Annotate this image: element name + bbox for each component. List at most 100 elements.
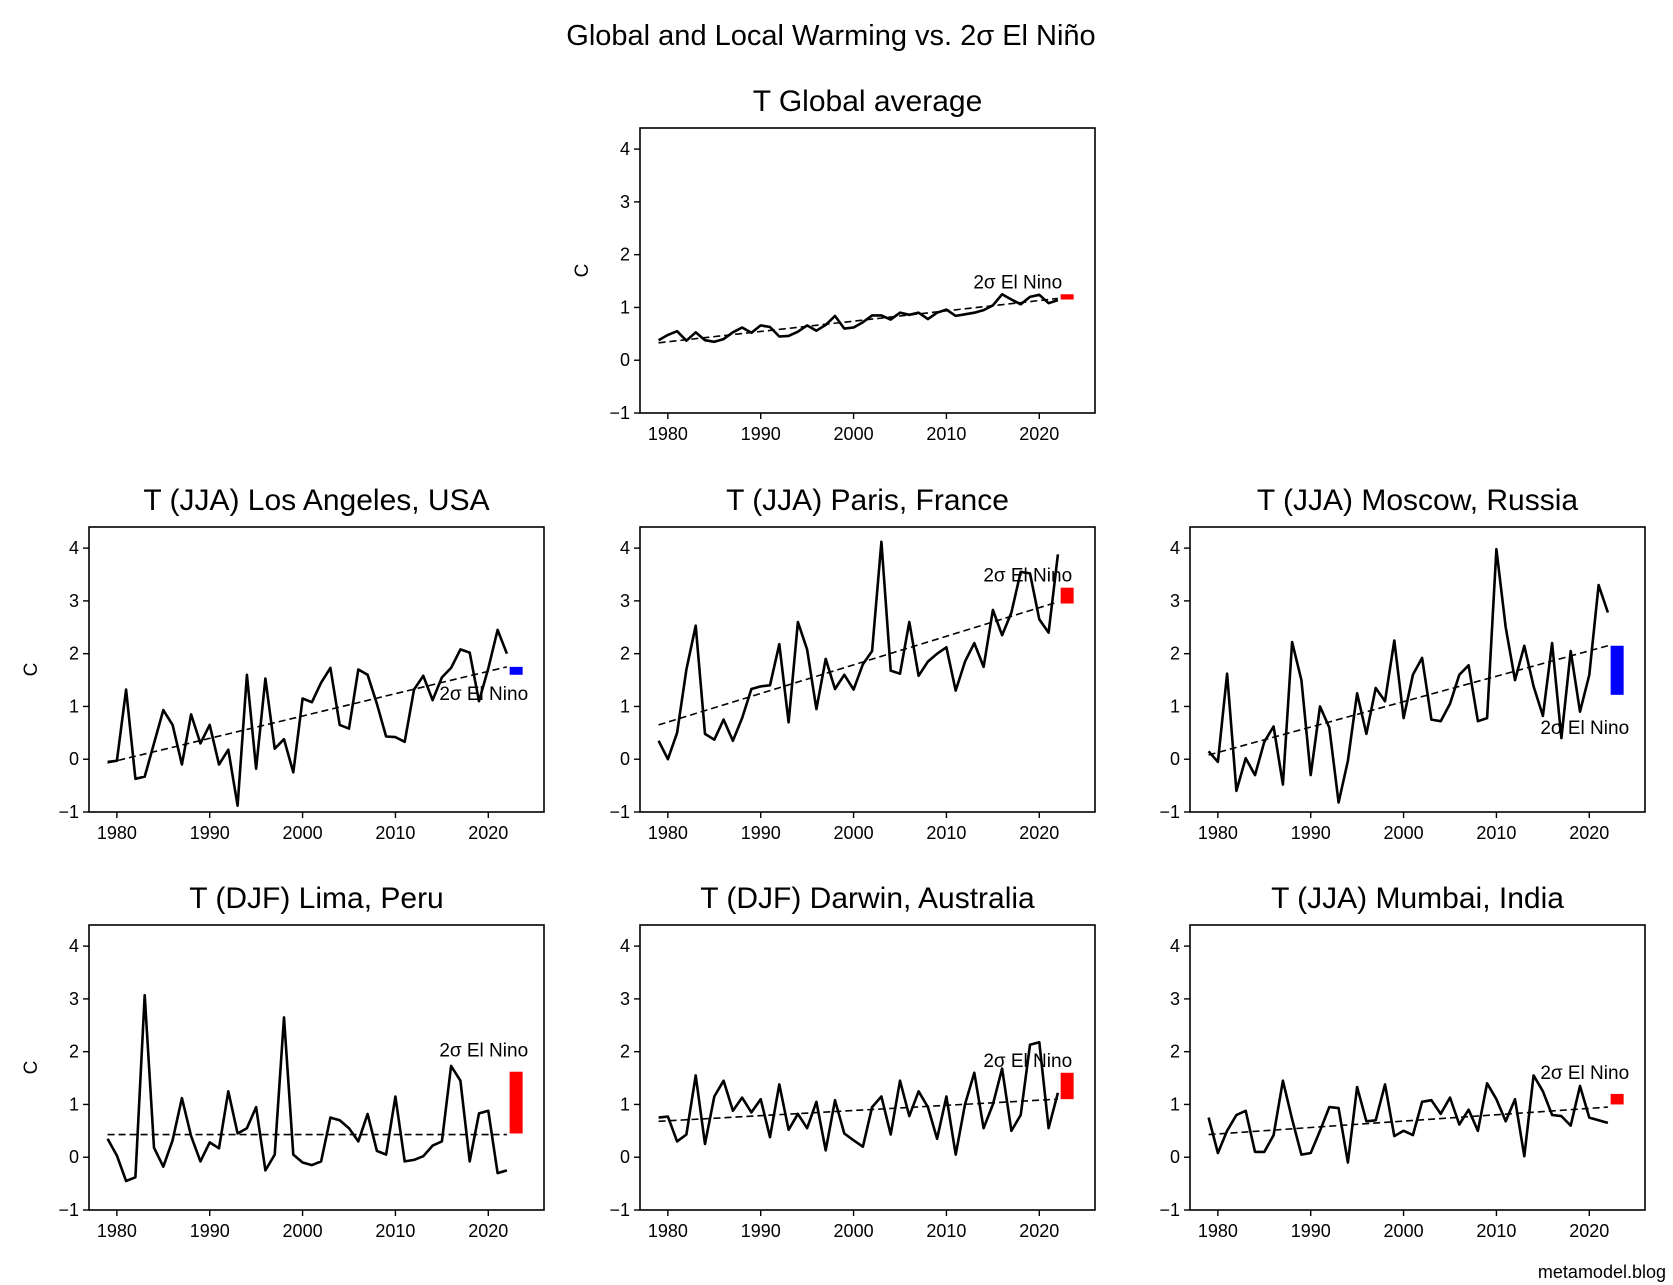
x-tick-label: 1990 <box>741 1221 781 1241</box>
x-tick-label: 1980 <box>97 823 137 843</box>
el-nino-bar <box>509 666 523 675</box>
x-tick-label: 2020 <box>1569 823 1609 843</box>
series-line <box>107 628 509 808</box>
y-tick-label: 4 <box>620 538 630 558</box>
y-tick-label: 4 <box>1170 538 1180 558</box>
x-tick-label: 2010 <box>926 823 966 843</box>
panel-title: T (DJF) Darwin, Australia <box>700 882 1035 915</box>
series-line <box>657 292 1059 344</box>
y-tick-label: 2 <box>620 1042 630 1062</box>
y-axis-label: C <box>21 1061 42 1075</box>
panel-6: T (DJF) Darwin, Australia −1 0 1 2 3 4 1980 1990… <box>609 882 1096 1241</box>
x-tick-label: 2000 <box>834 424 874 444</box>
x-tick-label: 2000 <box>1384 1221 1424 1241</box>
x-tick-label: 2010 <box>375 1221 415 1241</box>
y-tick-label: 1 <box>620 297 630 317</box>
x-tick-label: 2010 <box>1476 1221 1516 1241</box>
x-tick-label: 1980 <box>97 1221 137 1241</box>
x-tick-label: 2020 <box>468 1221 508 1241</box>
x-tick-label: 1980 <box>648 424 688 444</box>
x-tick-label: 1980 <box>648 823 688 843</box>
y-tick-label: 0 <box>620 1147 630 1167</box>
series-line <box>106 993 508 1183</box>
el-nino-annotation: 2σ El Nino <box>439 1041 528 1062</box>
y-tick-label: 2 <box>620 245 630 265</box>
y-tick-label: 1 <box>620 1094 630 1114</box>
y-tick-label: 1 <box>1170 1094 1180 1114</box>
x-tick-label: 2010 <box>926 1221 966 1241</box>
figure-suptitle: Global and Local Warming vs. 2σ El Niño <box>566 20 1095 52</box>
y-tick-label: −1 <box>1159 1200 1180 1220</box>
panel-title: T (JJA) Moscow, Russia <box>1257 484 1578 517</box>
x-tick-label: 2000 <box>283 823 323 843</box>
y-axis-label: C <box>572 264 593 278</box>
y-tick-label: 2 <box>1170 644 1180 664</box>
x-tick-label: 1990 <box>741 424 781 444</box>
panel-4: T (JJA) Moscow, Russia −1 0 1 2 3 4 1980 1990 200… <box>1159 484 1646 843</box>
y-tick-label: 2 <box>1170 1042 1180 1062</box>
y-tick-label: 0 <box>69 749 79 769</box>
x-tick-label: 1990 <box>741 823 781 843</box>
el-nino-annotation: 2σ El Nino <box>1540 718 1629 739</box>
y-tick-label: 2 <box>69 1042 79 1062</box>
trend-line <box>107 666 508 764</box>
el-nino-annotation: 2σ El Nino <box>1540 1063 1629 1084</box>
axes-frame <box>1189 526 1646 813</box>
x-tick-label: 2020 <box>1019 424 1059 444</box>
y-axis-label: C <box>21 663 42 677</box>
x-tick-label: 1990 <box>1291 823 1331 843</box>
x-tick-label: 2020 <box>1019 1221 1059 1241</box>
y-tick-label: −1 <box>609 802 630 822</box>
x-tick-label: 1980 <box>1198 823 1238 843</box>
panel-2: T (JJA) Los Angeles, USA C −1 0 1 2 3 4 1980 1990… <box>21 484 545 843</box>
x-tick-label: 2010 <box>1476 823 1516 843</box>
x-tick-label: 2020 <box>468 823 508 843</box>
x-tick-label: 1990 <box>190 823 230 843</box>
y-tick-label: −1 <box>58 1200 79 1220</box>
y-tick-label: −1 <box>1159 802 1180 822</box>
panel-3: T (JJA) Paris, France −1 0 1 2 3 4 1980 1990 2000… <box>609 484 1096 843</box>
y-tick-label: 1 <box>1170 696 1180 716</box>
el-nino-bar <box>1060 587 1074 604</box>
panel-1: T Global average C −1 0 1 2 3 4 1980 1990 2000 2010… <box>572 85 1096 444</box>
el-nino-bar <box>1610 645 1624 695</box>
el-nino-bar <box>1060 1072 1074 1100</box>
panel-title: T (JJA) Paris, France <box>726 484 1009 517</box>
axes-frame <box>639 526 1096 813</box>
series-line <box>657 540 1060 761</box>
axes-frame <box>88 526 545 813</box>
y-tick-label: 0 <box>620 350 630 370</box>
y-tick-label: 4 <box>69 936 79 956</box>
el-nino-annotation: 2σ El Nino <box>973 272 1062 293</box>
axes-frame <box>639 127 1096 414</box>
x-tick-label: 2000 <box>834 823 874 843</box>
series-line <box>1207 547 1610 804</box>
y-tick-label: 3 <box>69 989 79 1009</box>
y-tick-label: 2 <box>69 644 79 664</box>
el-nino-annotation: 2σ El Nino <box>983 1051 1072 1072</box>
x-tick-label: 2000 <box>283 1221 323 1241</box>
y-tick-label: 3 <box>69 591 79 611</box>
el-nino-annotation: 2σ El Nino <box>983 566 1072 587</box>
y-tick-label: 4 <box>620 139 630 159</box>
axes-frame <box>639 924 1096 1211</box>
panel-title: T Global average <box>753 85 983 118</box>
x-tick-label: 1990 <box>190 1221 230 1241</box>
y-tick-label: 1 <box>69 696 79 716</box>
x-tick-label: 1990 <box>1291 1221 1331 1241</box>
y-tick-label: −1 <box>609 403 630 423</box>
y-tick-label: 3 <box>620 591 630 611</box>
y-tick-label: 4 <box>69 538 79 558</box>
trend-line <box>658 601 1059 726</box>
y-tick-label: 3 <box>1170 989 1180 1009</box>
panel-title: T (JJA) Los Angeles, USA <box>143 484 489 517</box>
panel-title: T (DJF) Lima, Peru <box>189 882 444 915</box>
credit-text: metamodel.blog <box>1538 1262 1666 1282</box>
el-nino-bar <box>1060 294 1074 300</box>
trend-line <box>1208 1106 1608 1136</box>
y-tick-label: 2 <box>620 644 630 664</box>
y-tick-label: −1 <box>58 802 79 822</box>
y-tick-label: 3 <box>1170 591 1180 611</box>
